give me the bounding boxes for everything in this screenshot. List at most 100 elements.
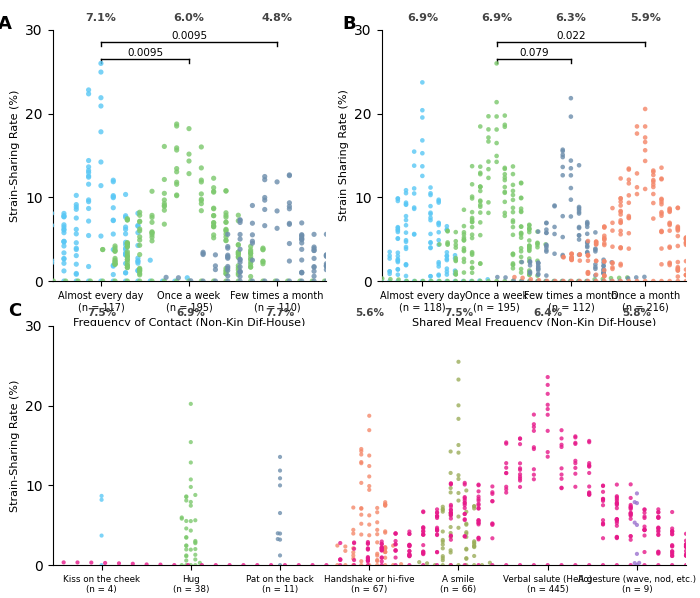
Point: [499, 169, 510, 179]
Point: [473, 517, 484, 526]
Point: [570, 438, 581, 447]
Point: [356, 273, 368, 283]
Point: [541, 276, 552, 286]
Point: [598, 261, 609, 270]
Point: [392, 251, 403, 261]
Point: [615, 206, 626, 216]
Point: [146, 218, 158, 227]
Point: [122, 242, 133, 251]
Point: [466, 194, 477, 203]
Point: [625, 531, 636, 541]
Point: [453, 488, 464, 498]
Point: [157, 276, 168, 286]
Point: [468, 542, 480, 552]
Point: [258, 245, 269, 254]
Point: [409, 161, 420, 170]
Point: [196, 175, 207, 185]
Point: [356, 504, 367, 513]
Point: [533, 276, 545, 285]
Point: [376, 543, 387, 553]
Point: [258, 276, 269, 286]
Point: [332, 560, 343, 570]
Point: [425, 202, 436, 211]
Point: [222, 254, 233, 263]
Point: [83, 85, 94, 94]
Point: [445, 532, 456, 542]
Point: [528, 560, 540, 570]
Point: [639, 512, 650, 521]
Point: [376, 539, 387, 549]
Point: [450, 255, 461, 265]
Point: [363, 544, 374, 554]
Point: [652, 523, 664, 533]
Point: [58, 248, 69, 258]
Point: [122, 263, 133, 273]
Point: [418, 560, 429, 570]
Point: [500, 438, 512, 447]
Point: [364, 451, 375, 460]
Point: [607, 263, 618, 272]
Point: [449, 251, 461, 260]
Point: [680, 551, 692, 560]
Point: [404, 527, 415, 536]
Point: [340, 560, 351, 570]
Point: [58, 258, 69, 268]
Point: [598, 239, 610, 248]
Point: [499, 188, 510, 197]
Point: [611, 492, 622, 501]
Point: [159, 276, 170, 286]
Point: [258, 245, 269, 255]
Point: [390, 539, 401, 549]
Point: [284, 204, 295, 213]
Point: [656, 244, 667, 254]
Point: [466, 230, 477, 239]
Point: [459, 480, 470, 489]
Point: [514, 434, 526, 443]
Point: [234, 267, 246, 276]
Point: [245, 242, 256, 251]
Point: [404, 551, 415, 560]
Point: [96, 495, 107, 505]
Point: [453, 448, 464, 457]
Point: [582, 242, 593, 252]
Point: [400, 261, 412, 270]
Point: [508, 260, 519, 270]
Point: [514, 434, 526, 444]
Point: [582, 269, 594, 279]
Point: [582, 219, 593, 229]
Point: [259, 193, 270, 202]
Point: [349, 560, 360, 570]
Point: [556, 442, 567, 451]
Point: [120, 211, 131, 221]
Text: 5.6%: 5.6%: [355, 308, 384, 318]
Point: [639, 272, 650, 282]
Point: [524, 267, 535, 277]
Point: [540, 240, 551, 249]
Point: [615, 197, 626, 206]
Point: [208, 218, 219, 227]
Point: [222, 276, 233, 286]
Point: [431, 512, 442, 521]
Point: [425, 238, 436, 248]
Point: [431, 530, 442, 540]
Point: [232, 261, 244, 270]
Point: [466, 213, 477, 223]
Point: [274, 508, 286, 518]
Point: [186, 545, 197, 554]
Point: [445, 505, 456, 514]
Point: [611, 499, 622, 508]
Point: [171, 143, 182, 152]
Point: [190, 538, 201, 547]
Point: [623, 213, 634, 222]
Point: [259, 276, 270, 286]
Point: [108, 229, 119, 239]
Point: [222, 252, 233, 261]
Point: [625, 493, 636, 503]
Point: [372, 503, 383, 512]
Point: [598, 276, 609, 286]
Point: [377, 274, 388, 283]
Point: [372, 560, 383, 570]
Point: [208, 210, 219, 220]
Point: [442, 237, 453, 247]
Point: [309, 262, 320, 271]
